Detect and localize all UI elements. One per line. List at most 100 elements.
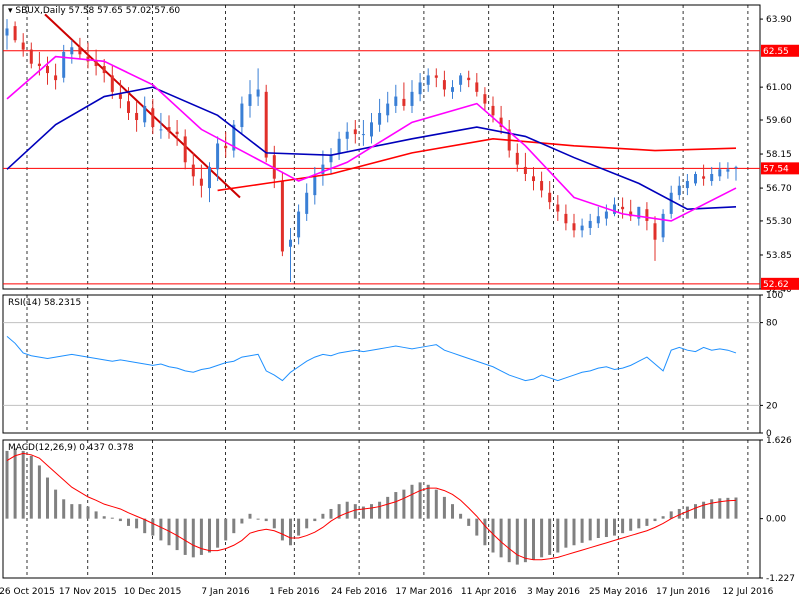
candle-body xyxy=(661,213,665,238)
macd-title: MACD(12,26,9) 0.437 0.378 xyxy=(8,443,134,453)
x-tick-label: 11 Apr 2016 xyxy=(461,587,517,597)
candle-body xyxy=(394,96,398,106)
candle-body xyxy=(264,91,268,158)
macd-histogram-bar xyxy=(418,482,422,519)
macd-histogram-bar xyxy=(523,518,527,563)
macd-histogram-bar xyxy=(515,518,519,565)
x-tick-label: 26 Oct 2015 xyxy=(0,587,55,597)
candle-body xyxy=(645,209,649,221)
macd-histogram-bar xyxy=(718,498,722,519)
macd-histogram-bar xyxy=(183,518,187,555)
macd-histogram-bar xyxy=(289,518,292,546)
rsi-ytick-label: 20 xyxy=(766,401,778,411)
x-tick-label: 3 May 2016 xyxy=(527,587,580,597)
macd-histogram-bar xyxy=(46,477,49,519)
macd-histogram-bar xyxy=(175,518,179,551)
macd-panel-frame xyxy=(2,439,761,579)
price-level-label: 52.62 xyxy=(763,280,789,290)
candle-body xyxy=(734,166,738,168)
macd-histogram-bar xyxy=(337,504,341,519)
macd-histogram-bar xyxy=(353,504,357,519)
macd-histogram-bar xyxy=(564,518,568,548)
macd-histogram-bar xyxy=(507,518,511,563)
candle-body xyxy=(127,101,130,113)
macd-histogram-bar xyxy=(426,484,430,519)
macd-histogram-bar xyxy=(629,518,633,531)
macd-histogram-bar xyxy=(661,516,665,519)
macd-histogram-bar xyxy=(305,518,309,529)
candle-body xyxy=(588,220,592,228)
x-tick-label: 7 Jan 2016 xyxy=(201,587,249,597)
macd-ytick-label: 1.626 xyxy=(766,436,792,446)
candle-body xyxy=(345,131,349,139)
candle-body xyxy=(669,192,673,214)
price-ytick-label: 63.90 xyxy=(766,15,792,25)
macd-histogram-bar xyxy=(370,504,373,519)
candle-body xyxy=(410,91,414,106)
candle-body xyxy=(442,80,446,90)
candle-body xyxy=(451,87,454,92)
candle-body xyxy=(102,66,106,74)
macd-histogram-bar xyxy=(297,518,301,536)
candle-body xyxy=(199,178,203,186)
rsi-panel-frame xyxy=(2,294,761,434)
x-tick-label: 12 Jul 2016 xyxy=(722,587,773,597)
macd-histogram-bar xyxy=(499,518,503,558)
candle-body xyxy=(726,169,730,172)
candle-body xyxy=(167,127,171,132)
price-ytick-label: 56.70 xyxy=(766,184,792,194)
candle-body xyxy=(54,75,58,81)
macd-histogram-bar xyxy=(29,455,33,519)
macd-histogram-bar xyxy=(248,513,252,519)
macd-histogram-bar xyxy=(361,506,365,519)
candle-body xyxy=(637,206,641,219)
price-title: ▾ SBUX,Daily 57.58 57.65 57.02 57.60 xyxy=(8,6,180,16)
macd-histogram-bar xyxy=(467,518,471,526)
macd-histogram-bar xyxy=(329,508,333,519)
macd-histogram-bar xyxy=(702,501,706,519)
macd-histogram-bar xyxy=(653,518,657,522)
price-level-label-bg xyxy=(761,162,799,175)
candle-body xyxy=(540,181,544,191)
macd-histogram-bar xyxy=(394,492,398,519)
candle-body xyxy=(208,166,211,189)
x-tick-label: 17 Mar 2016 xyxy=(395,587,452,597)
macd-histogram-bar xyxy=(483,518,487,546)
candle-body xyxy=(604,211,608,219)
macd-histogram-bar xyxy=(645,518,649,526)
candle-body xyxy=(386,103,390,116)
candle-body xyxy=(289,239,292,247)
macd-histogram-bar xyxy=(588,518,592,541)
candle-body xyxy=(216,143,220,170)
candle-body xyxy=(459,75,463,85)
macd-histogram-bar xyxy=(442,496,446,519)
macd-histogram-bar xyxy=(224,518,228,541)
macd-histogram-bar xyxy=(669,511,673,519)
price-level-label: 62.55 xyxy=(763,47,789,57)
candle-body xyxy=(596,216,600,224)
x-tick-label: 17 Nov 2015 xyxy=(59,587,117,597)
macd-histogram-bar xyxy=(532,518,535,560)
candle-body xyxy=(629,211,633,217)
macd-histogram-bar xyxy=(710,499,714,519)
macd-histogram-bar xyxy=(191,518,195,558)
candle-body xyxy=(135,112,139,121)
macd-histogram-bar xyxy=(208,518,211,553)
candle-body xyxy=(256,89,260,97)
macd-histogram-bar xyxy=(694,504,697,519)
price-level-label-bg xyxy=(761,44,799,57)
macd-histogram-bar xyxy=(5,450,9,519)
macd-histogram-bar xyxy=(402,489,406,519)
macd-histogram-bar xyxy=(613,518,616,536)
macd-histogram-bar xyxy=(151,518,155,536)
candle-body xyxy=(29,49,33,64)
candle-body xyxy=(110,75,114,92)
macd-histogram-bar xyxy=(232,518,236,534)
macd-histogram-bar xyxy=(94,511,98,519)
macd-histogram-bar xyxy=(451,504,454,519)
rsi-ytick-label: 80 xyxy=(766,319,778,329)
macd-ytick-label: -1.227 xyxy=(766,574,795,584)
candle-body xyxy=(297,211,301,238)
price-ytick-label: 61.00 xyxy=(766,83,792,93)
